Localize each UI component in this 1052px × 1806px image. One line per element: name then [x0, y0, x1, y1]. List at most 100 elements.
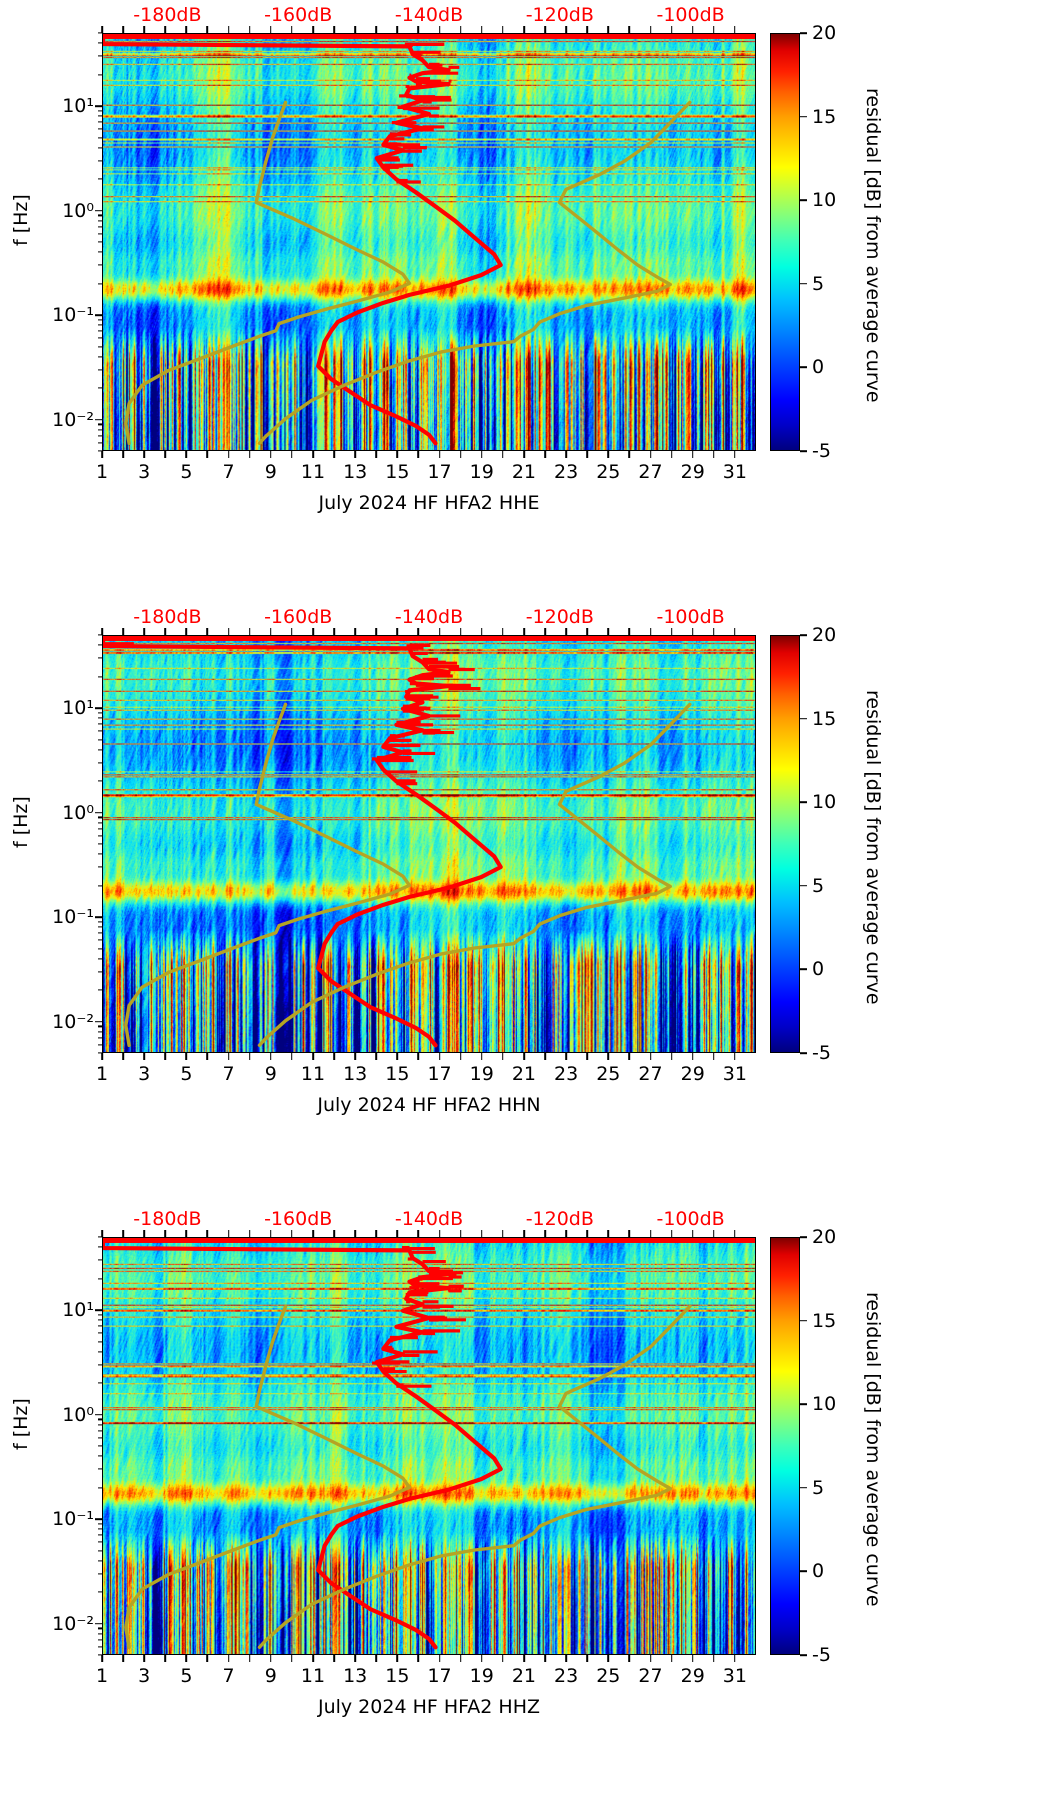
- x-axis-tick: [206, 451, 209, 458]
- x-axis-top-tick: [143, 628, 145, 635]
- x-axis-tick: [248, 1053, 251, 1060]
- y-axis-tick: [95, 1309, 102, 1311]
- y-axis-minor-tick: [98, 1418, 102, 1420]
- x-axis-tick-label: 17: [427, 1063, 452, 1085]
- x-axis-top-tick: [291, 628, 293, 635]
- x-axis-tick: [459, 1655, 462, 1662]
- noise-model-olive-curve: [124, 702, 412, 1047]
- y-axis-minor-tick: [98, 1523, 102, 1525]
- x-axis-tick-label: 21: [511, 1063, 537, 1085]
- y-axis-minor-tick: [98, 1633, 102, 1635]
- y-axis-minor-tick: [98, 178, 102, 180]
- x-axis-top-tick: [375, 628, 378, 635]
- y-axis-minor-tick: [98, 1382, 102, 1384]
- x-axis-tick: [607, 451, 610, 458]
- y-axis-minor-tick: [98, 958, 102, 960]
- colorbar-tick-label: 10: [812, 791, 837, 814]
- y-axis-minor-tick: [98, 1314, 102, 1316]
- x-axis-tick: [607, 1053, 610, 1060]
- x-axis-tick: [523, 1053, 525, 1060]
- colorbar-tick: [800, 32, 807, 34]
- colorbar-tick: [800, 801, 807, 803]
- x-axis-tick: [459, 1053, 462, 1060]
- y-axis-minor-tick: [98, 843, 102, 845]
- top-db-label: -160dB: [264, 1208, 333, 1230]
- x-axis-tick: [438, 1655, 441, 1662]
- x-axis-top-tick: [544, 628, 546, 635]
- colorbar-tick-label: -5: [812, 1042, 831, 1064]
- x-axis-tick: [502, 1053, 504, 1060]
- x-axis-tick: [417, 1655, 420, 1662]
- x-axis-tick-label: 3: [138, 1063, 151, 1085]
- y-axis-minor-tick: [98, 1044, 102, 1046]
- y-axis-minor-tick: [98, 749, 102, 751]
- x-axis-tick: [206, 1053, 209, 1060]
- x-axis-top-tick: [607, 628, 610, 635]
- x-axis-tick: [269, 451, 272, 458]
- y-axis-minor-tick: [98, 369, 102, 371]
- x-axis-tick-label: 3: [138, 461, 151, 483]
- x-axis-tick: [354, 451, 356, 458]
- spectrogram-panel-hhn: -180dB -160dB -140dB -120dB -100dB f [Hz] 10¹ 1…: [0, 602, 1052, 1204]
- x-axis-top-tick: [459, 26, 462, 33]
- psd-red-curve: [103, 34, 503, 446]
- x-axis-tick: [185, 1655, 188, 1662]
- x-axis-tick-label: 25: [596, 1063, 621, 1085]
- x-axis-top-tick: [417, 628, 420, 635]
- x-axis-top-tick: [586, 628, 589, 635]
- x-axis-top-tick: [185, 1230, 188, 1237]
- y-axis-minor-tick: [98, 1319, 102, 1321]
- x-axis-tick: [670, 1655, 673, 1662]
- x-axis-tick: [396, 1053, 399, 1060]
- x-axis-tick: [734, 451, 736, 458]
- y-axis-minor-tick: [98, 1236, 102, 1238]
- colorbar-tick: [800, 199, 807, 201]
- x-axis-top-tick: [691, 628, 694, 635]
- x-axis-tick: [544, 451, 546, 458]
- x-axis-tick-label: 15: [385, 1063, 410, 1085]
- y-axis-minor-tick: [98, 319, 102, 321]
- x-axis-tick-label: 9: [264, 1665, 277, 1687]
- x-axis-tick: [586, 1655, 589, 1662]
- x-axis-tick-label: 9: [264, 1063, 277, 1085]
- noise-model-olive-curve-2: [257, 1304, 692, 1649]
- x-axis-tick-label: 21: [511, 461, 537, 483]
- top-db-label: -160dB: [264, 4, 333, 26]
- y-axis-minor-tick: [98, 1325, 102, 1327]
- x-axis-tick-label: 31: [722, 1665, 747, 1687]
- y-axis-minor-tick: [98, 356, 102, 358]
- y-axis-minor-tick: [98, 884, 102, 887]
- x-axis-top-tick: [227, 26, 230, 33]
- x-axis-top-tick: [248, 26, 251, 33]
- x-axis-tick-label: 15: [385, 461, 410, 483]
- x-axis-tick: [691, 1053, 694, 1060]
- y-axis-minor-tick: [98, 423, 102, 425]
- x-axis-tick-label: 13: [343, 1665, 368, 1687]
- x-axis-top-tick: [291, 1230, 293, 1237]
- x-axis-top-tick: [670, 1230, 673, 1237]
- y-axis-minor-tick: [98, 939, 102, 941]
- x-axis-tick: [375, 1655, 378, 1662]
- x-axis-tick: [291, 1655, 293, 1662]
- x-axis-top-tick: [502, 628, 504, 635]
- x-axis-tick: [164, 1655, 167, 1662]
- noise-model-olive-curve-2: [257, 100, 692, 445]
- y-axis-minor-tick: [98, 866, 102, 868]
- y-axis-minor-tick: [98, 429, 102, 431]
- x-axis-tick: [649, 451, 652, 458]
- x-axis-tick-label: 1: [95, 461, 109, 483]
- x-axis-tick: [480, 1053, 483, 1060]
- x-axis-top-tick: [734, 628, 736, 635]
- x-axis-tick: [417, 1053, 420, 1060]
- y-axis-label: f [Hz]: [10, 796, 32, 848]
- y-axis-tick-label: 10¹: [62, 697, 94, 720]
- top-db-axis-labels: -180dB -160dB -140dB -120dB -100dB: [102, 1208, 756, 1234]
- x-axis-tick: [312, 1053, 314, 1060]
- x-axis-tick-label: 23: [554, 461, 579, 483]
- x-axis-top-tick: [712, 628, 715, 635]
- y-axis-minor-tick: [98, 1430, 102, 1432]
- colorbar-tick: [800, 366, 807, 369]
- x-axis-tick: [354, 1053, 356, 1060]
- x-axis-tick-label: 31: [722, 1063, 747, 1085]
- x-axis-top-tick: [734, 26, 736, 33]
